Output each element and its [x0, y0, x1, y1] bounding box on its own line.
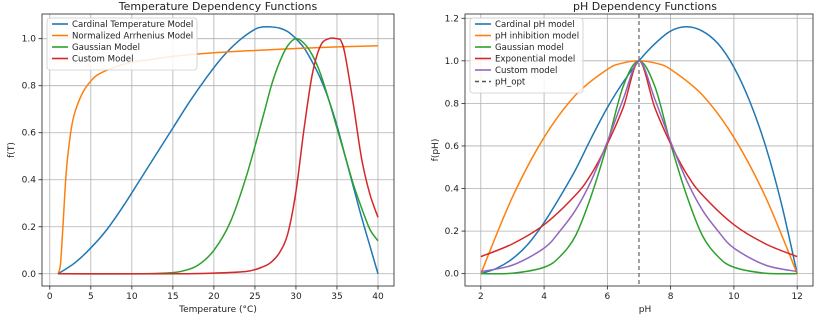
x-axis-label: pH	[639, 305, 651, 315]
x-tick-label: 10	[126, 292, 138, 302]
legend-box	[469, 17, 584, 94]
x-axis-label: Temperature (°C)	[178, 305, 257, 315]
y-axis-label: f(pH)	[431, 139, 441, 162]
legend-label: Gaussian Model	[72, 43, 140, 53]
y-tick-label: 0.4	[22, 176, 37, 186]
legend-label: Gaussian model	[495, 43, 564, 53]
x-tick-label: 15	[167, 292, 178, 302]
y-tick-label: 0.2	[445, 227, 459, 237]
y-tick-label: 0.0	[22, 270, 37, 280]
y-tick-label: 0.8	[22, 82, 37, 92]
plot-series-group	[57, 25, 379, 275]
legend-label: pH_opt	[495, 78, 526, 88]
y-tick-label: 1.0	[445, 57, 460, 67]
legend: Cardinal pH model pH inhibition modelGaus…	[469, 17, 584, 94]
y-axis-label: f(T)	[7, 142, 17, 158]
temperature-chart: Temperature Dependency Functions Tempera…	[7, 0, 395, 315]
plot-series-group	[480, 26, 798, 275]
x-tick-label: 35	[331, 292, 342, 302]
x-tick-label: 40	[372, 292, 384, 302]
ph-chart: pH Dependency Functions pH f(pH) 2 4 6 8 10 1…	[431, 0, 814, 315]
x-tick-label: 0	[47, 292, 53, 302]
series-line	[480, 60, 798, 273]
x-tick-label: 20	[208, 292, 220, 302]
legend-label: Normalized Arrhenius Model	[72, 32, 193, 42]
series-line	[57, 37, 379, 275]
x-tick-label: 8	[668, 292, 674, 302]
y-tick-label: 0.6	[22, 129, 37, 139]
x-tick-label: 6	[604, 292, 610, 302]
legend-label: Custom model	[495, 66, 557, 76]
x-tick-label: 5	[88, 292, 94, 302]
legend-label: Cardinal pH model	[495, 20, 575, 30]
chart-title: pH Dependency Functions	[573, 0, 717, 13]
y-tick-label: 0.4	[445, 185, 460, 195]
y-tick-label: 0.0	[445, 270, 460, 280]
y-tick-label: 0.8	[445, 99, 460, 109]
legend-box	[46, 17, 198, 71]
legend-label: Custom Model	[72, 55, 133, 65]
legend-label: Cardinal Temperature Model	[72, 20, 193, 30]
series-line	[57, 44, 379, 275]
x-tick-label: 12	[791, 292, 802, 302]
axes-frame	[464, 13, 814, 287]
y-tick-label: 1.0	[22, 35, 37, 45]
chart-title: Temperature Dependency Functions	[118, 0, 318, 13]
axes-frame	[41, 13, 395, 287]
x-tick-label: 4	[541, 292, 547, 302]
legend-label: pH inhibition model	[495, 32, 579, 42]
legend: Cardinal Temperature Model Normalized Arr…	[46, 17, 198, 71]
y-tick-label: 0.2	[22, 223, 36, 233]
legend-label: Exponential model	[495, 55, 575, 65]
y-tick-label: 1.2	[445, 14, 459, 24]
x-tick-label: 2	[478, 292, 484, 302]
y-tick-label: 0.6	[445, 142, 460, 152]
x-tick-label: 30	[290, 292, 302, 302]
x-tick-label: 25	[249, 292, 260, 302]
x-tick-label: 10	[728, 292, 740, 302]
series-line	[57, 37, 379, 275]
